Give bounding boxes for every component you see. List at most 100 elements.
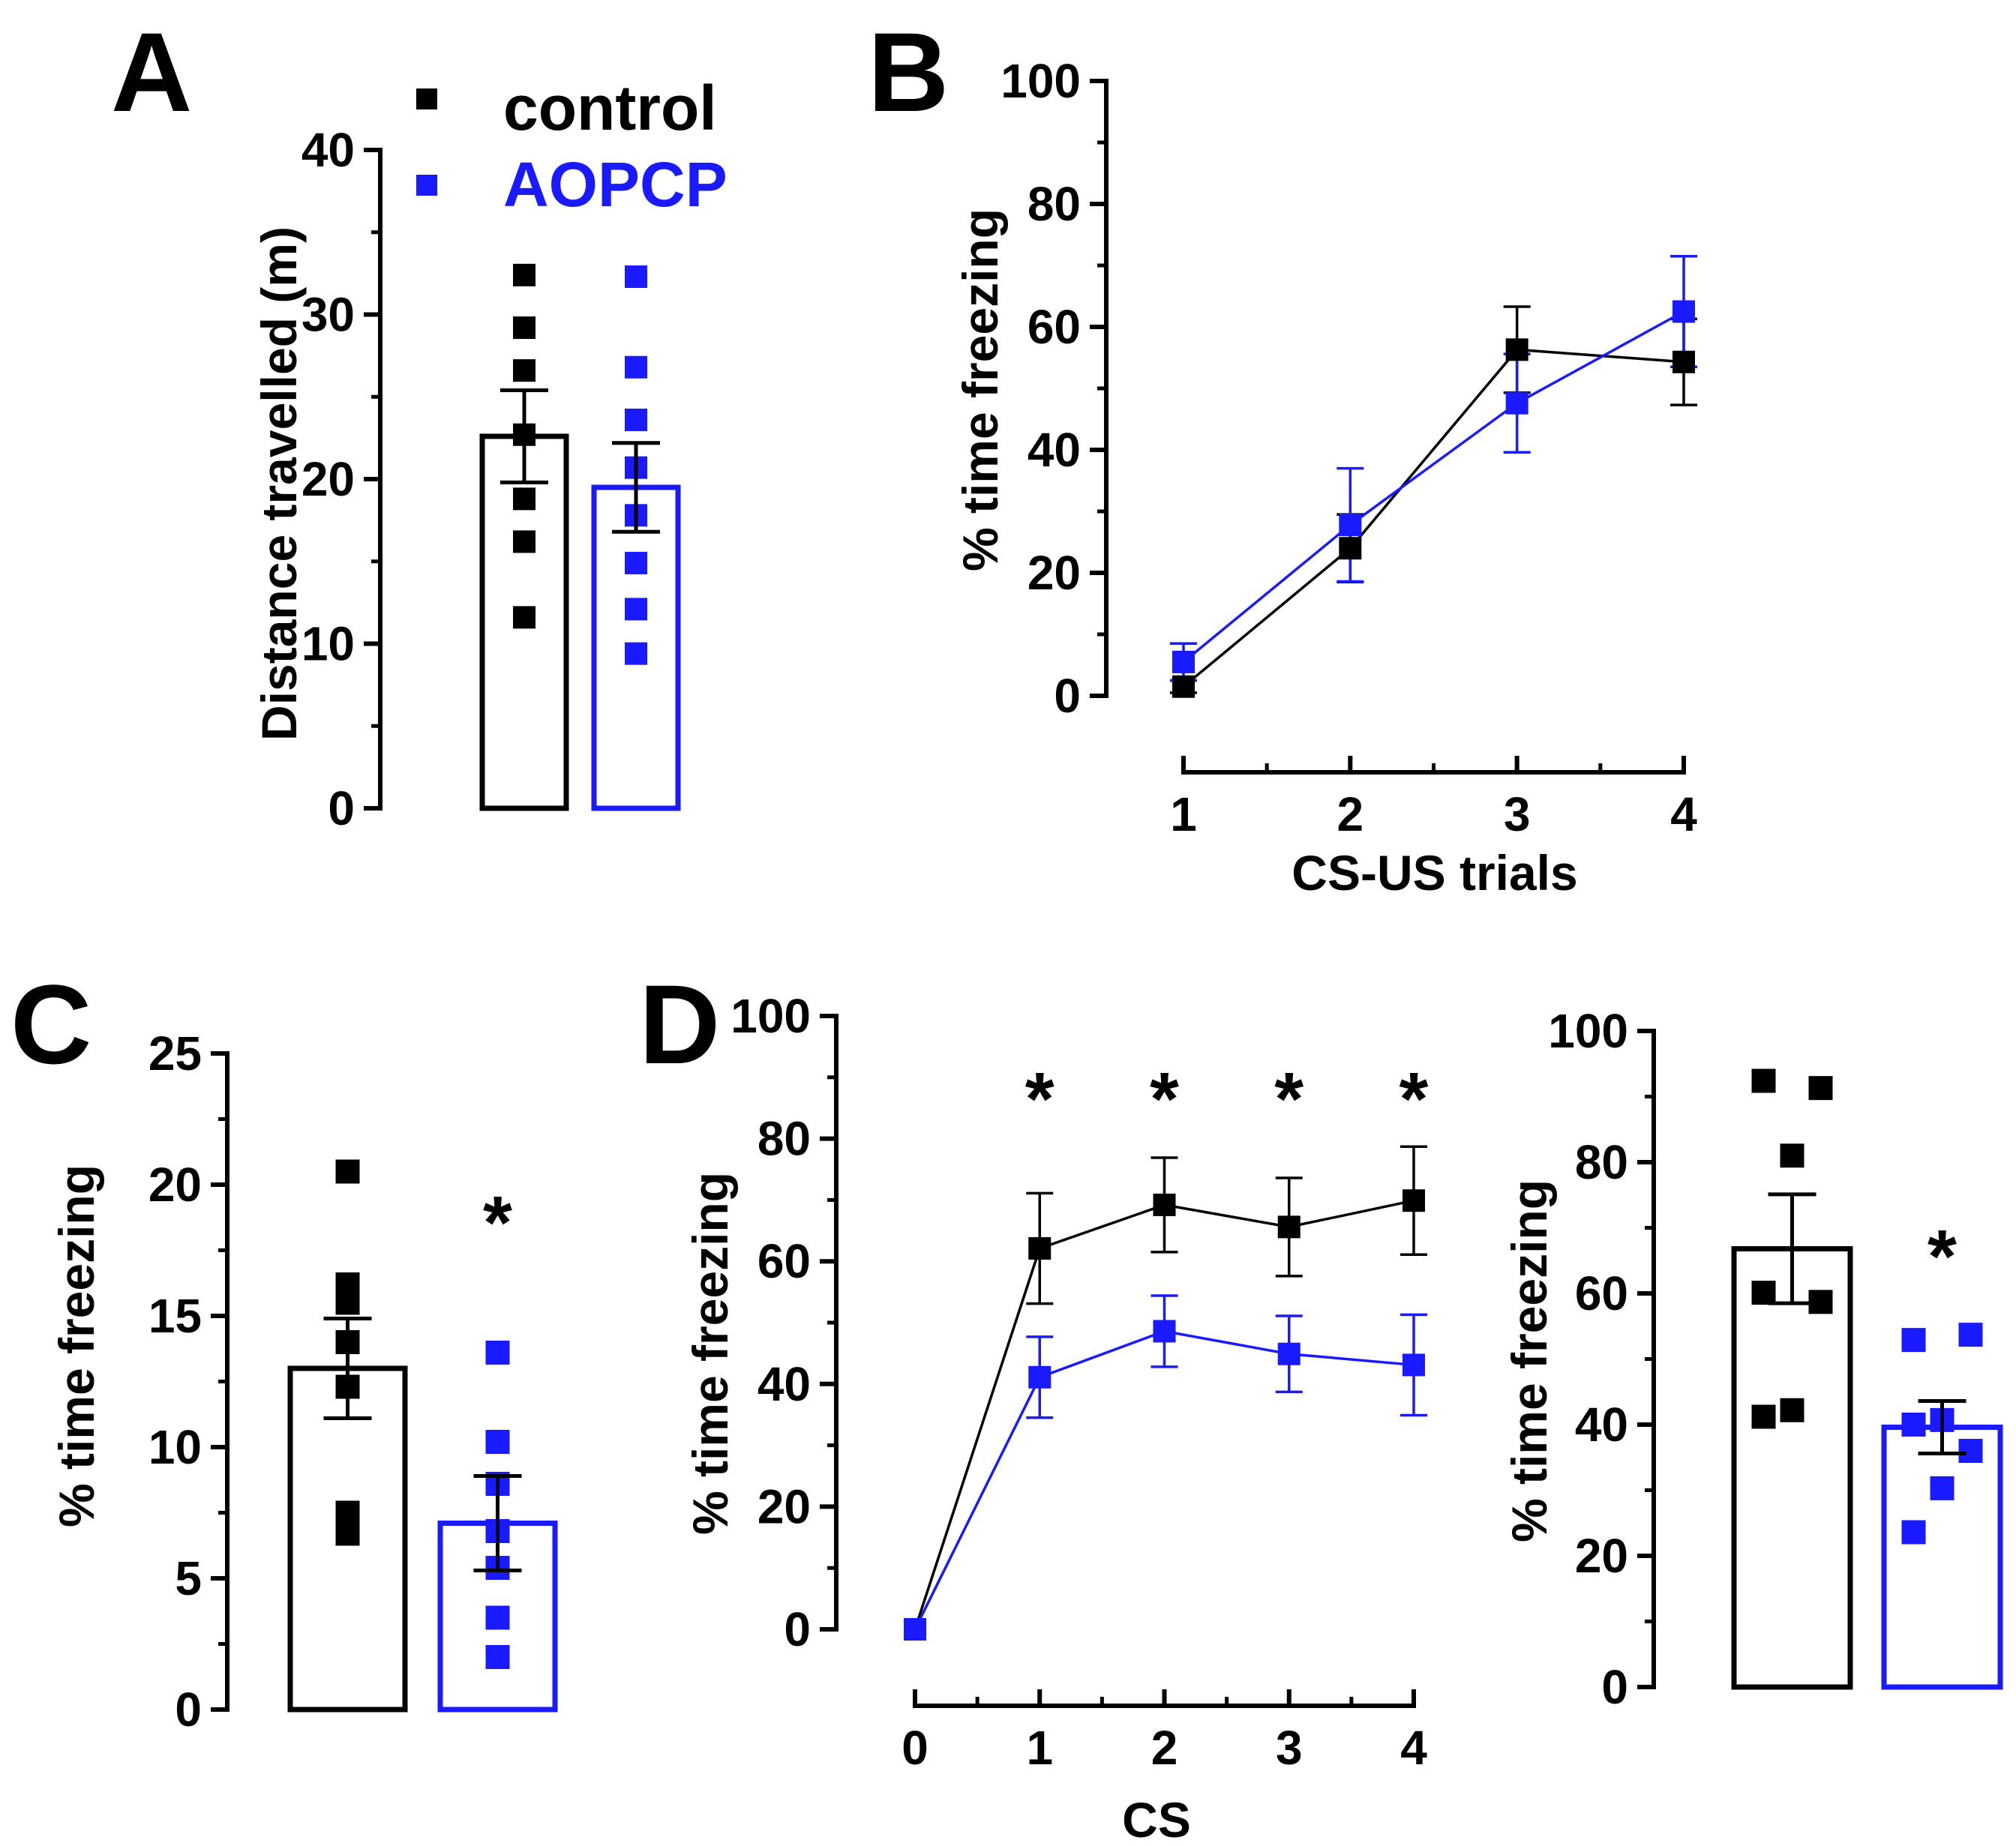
B-x-tick-label: 1 (1170, 787, 1197, 841)
B-series-line-control (1182, 348, 1684, 688)
D2-y-tick-label: 0 (1601, 1660, 1628, 1714)
D1-significance-star: * (1274, 1057, 1304, 1141)
D2-point-AOPCP (1958, 1323, 1983, 1347)
D2-point-AOPCP (1901, 1413, 1926, 1437)
panel-b-letter: B (868, 9, 949, 135)
D1-x-tick-label: 3 (1276, 1721, 1303, 1775)
B-y-tick-label: 40 (1028, 423, 1081, 477)
panel-b-y-axis: 0 20 40 60 80 100 (1000, 54, 1108, 723)
legend-control-marker (416, 88, 437, 109)
A-point-control (513, 316, 536, 340)
B-point-control (1505, 338, 1528, 361)
B-point-control (1172, 675, 1195, 698)
D2-y-tick-label: 20 (1575, 1529, 1628, 1583)
C-y-tick-label: 15 (148, 1289, 202, 1343)
panel-d-line-plot: * * * * (904, 1057, 1429, 1641)
panel-c: C % time freezing 0 5 10 15 20 25 * (10, 961, 558, 1737)
D2-y-tick-label: 60 (1575, 1266, 1628, 1320)
D1-y-tick-label: 80 (758, 1112, 811, 1166)
D2-point-control (1808, 1076, 1833, 1101)
panel-d-bar-ylabel: % time freezing (1502, 1179, 1557, 1542)
D2-point-control (1780, 1143, 1804, 1168)
panel-c-plot: * (287, 1159, 558, 1713)
C-point-control (335, 1521, 360, 1546)
D1-point-control (1402, 1189, 1425, 1212)
D2-point-control (1751, 1281, 1776, 1305)
B-point-AOPCP (1672, 300, 1695, 323)
panel-a-plot (479, 263, 681, 811)
A-point-control (513, 530, 536, 553)
D1-x-tick-label: 1 (1026, 1721, 1053, 1775)
C-point-AOPCP (485, 1341, 510, 1365)
panel-a: A control AOPCP Distance travelled (m) 0… (111, 9, 728, 835)
panel-b-xlabel: CS-US trials (1292, 845, 1577, 901)
D2-y-tick-label: 80 (1575, 1135, 1628, 1189)
panel-b-plot (1170, 254, 1697, 698)
B-point-control (1672, 350, 1695, 373)
D2-point-AOPCP (1930, 1476, 1954, 1500)
D1-point-AOPCP (1402, 1353, 1425, 1377)
D2-point-control (1751, 1404, 1776, 1429)
panel-d-bar-y-axis: 0 20 40 60 80 100 (1548, 1004, 1656, 1714)
legend-aopcp-label: AOPCP (503, 149, 728, 220)
B-y-tick-label: 80 (1028, 177, 1081, 231)
B-y-tick-label: 20 (1028, 546, 1081, 600)
D1-y-tick-label: 60 (758, 1234, 811, 1288)
C-point-control (335, 1500, 360, 1525)
D2-point-control (1780, 1398, 1804, 1422)
panel-d-line-x-axis: 0 1 2 3 4 (902, 1689, 1427, 1775)
D1-point-control (1277, 1215, 1300, 1239)
D1-significance-star: * (1400, 1057, 1429, 1141)
D1-point-control (1028, 1237, 1052, 1260)
D1-significance-star: * (1025, 1057, 1054, 1141)
A-point-AOPCP (625, 551, 647, 574)
A-y-tick-label: 0 (328, 781, 355, 835)
A-point-AOPCP (625, 408, 647, 431)
panel-a-ylabel: Distance travelled (m) (251, 226, 307, 741)
B-y-tick-label: 100 (1000, 54, 1081, 108)
C-point-AOPCP (485, 1605, 510, 1630)
D2-point-control (1751, 1068, 1776, 1093)
panel-d-line-xlabel: CS (1122, 1792, 1191, 1846)
D1-x-tick-label: 0 (902, 1721, 928, 1775)
B-x-tick-label: 4 (1670, 787, 1697, 841)
D1-y-tick-label: 40 (758, 1357, 811, 1411)
D1-point-AOPCP (1028, 1365, 1052, 1389)
D1-x-tick-label: 2 (1151, 1721, 1178, 1775)
panel-b-x-axis: 1 2 3 4 (1170, 756, 1697, 841)
C-y-tick-label: 20 (148, 1158, 202, 1212)
D2-significance-star: * (1928, 1215, 1957, 1299)
D1-point-AOPCP (1153, 1320, 1176, 1343)
D1-x-tick-label: 4 (1400, 1721, 1427, 1775)
A-point-control (513, 606, 536, 629)
B-point-AOPCP (1339, 514, 1362, 537)
panel-d-bar-plot: * (1731, 1068, 2003, 1690)
C-point-AOPCP (485, 1430, 510, 1454)
A-y-tick-label: 30 (302, 288, 355, 342)
A-y-tick-label: 40 (302, 123, 355, 177)
D1-point-control (1153, 1193, 1176, 1216)
D1-y-tick-label: 100 (730, 989, 811, 1043)
C-significance-star: * (483, 1181, 512, 1265)
C-y-tick-label: 5 (175, 1551, 202, 1605)
B-point-AOPCP (1505, 391, 1528, 415)
A-point-control (513, 487, 536, 511)
D2-y-tick-label: 100 (1548, 1004, 1628, 1058)
legend-aopcp-marker (416, 175, 437, 196)
C-y-tick-label: 0 (175, 1683, 202, 1737)
legend: control AOPCP (416, 73, 728, 220)
B-y-tick-label: 60 (1028, 300, 1081, 354)
A-y-tick-label: 20 (302, 452, 355, 506)
D1-significance-star: * (1150, 1057, 1179, 1141)
B-point-AOPCP (1172, 650, 1195, 673)
panel-c-ylabel: % time freezing (49, 1164, 104, 1527)
C-point-control (335, 1159, 360, 1184)
D2-y-tick-label: 40 (1575, 1398, 1628, 1452)
B-point-control (1339, 537, 1362, 560)
C-point-AOPCP (485, 1645, 510, 1669)
C-point-control (335, 1290, 360, 1315)
panel-b-ylabel: % time freezing (952, 208, 1008, 571)
B-series-line-AOPCP (1182, 310, 1684, 664)
D1-series-line-control (914, 1199, 1414, 1630)
panel-d-letter: D (639, 961, 720, 1087)
